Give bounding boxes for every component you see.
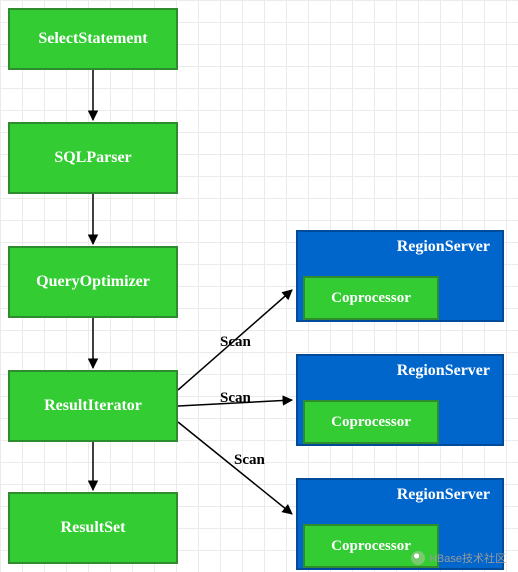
node-label: Coprocessor bbox=[331, 538, 411, 555]
node-coprocessor-1: Coprocessor bbox=[303, 276, 439, 320]
node-label: RegionServer bbox=[397, 362, 490, 380]
node-label: Coprocessor bbox=[331, 414, 411, 431]
node-coprocessor-2: Coprocessor bbox=[303, 400, 439, 444]
edge-label-scan-2: Scan bbox=[220, 390, 251, 407]
node-result-set: ResultSet bbox=[8, 492, 178, 564]
node-label: QueryOptimizer bbox=[36, 273, 150, 291]
node-sql-parser: SQLParser bbox=[8, 122, 178, 194]
watermark-text: HBase技术社区 bbox=[429, 550, 506, 566]
watermark: HBase技术社区 bbox=[411, 550, 506, 566]
diagram-canvas: SelectStatement SQLParser QueryOptimizer… bbox=[0, 0, 518, 572]
node-result-iterator: ResultIterator bbox=[8, 370, 178, 442]
edge-label-scan-3: Scan bbox=[234, 452, 265, 469]
edge-label-scan-1: Scan bbox=[220, 334, 251, 351]
node-label: Coprocessor bbox=[331, 290, 411, 307]
node-label: ResultSet bbox=[61, 519, 126, 537]
wechat-icon bbox=[411, 551, 425, 565]
node-label: RegionServer bbox=[397, 238, 490, 256]
node-label: RegionServer bbox=[397, 486, 490, 504]
node-label: SelectStatement bbox=[38, 30, 147, 48]
node-label: ResultIterator bbox=[44, 397, 142, 415]
node-label: SQLParser bbox=[54, 149, 131, 167]
node-query-optimizer: QueryOptimizer bbox=[8, 246, 178, 318]
node-select-statement: SelectStatement bbox=[8, 8, 178, 70]
